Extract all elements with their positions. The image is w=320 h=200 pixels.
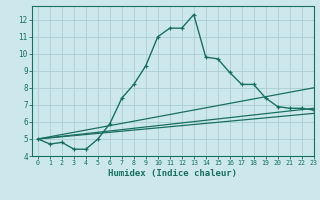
X-axis label: Humidex (Indice chaleur): Humidex (Indice chaleur) bbox=[108, 169, 237, 178]
